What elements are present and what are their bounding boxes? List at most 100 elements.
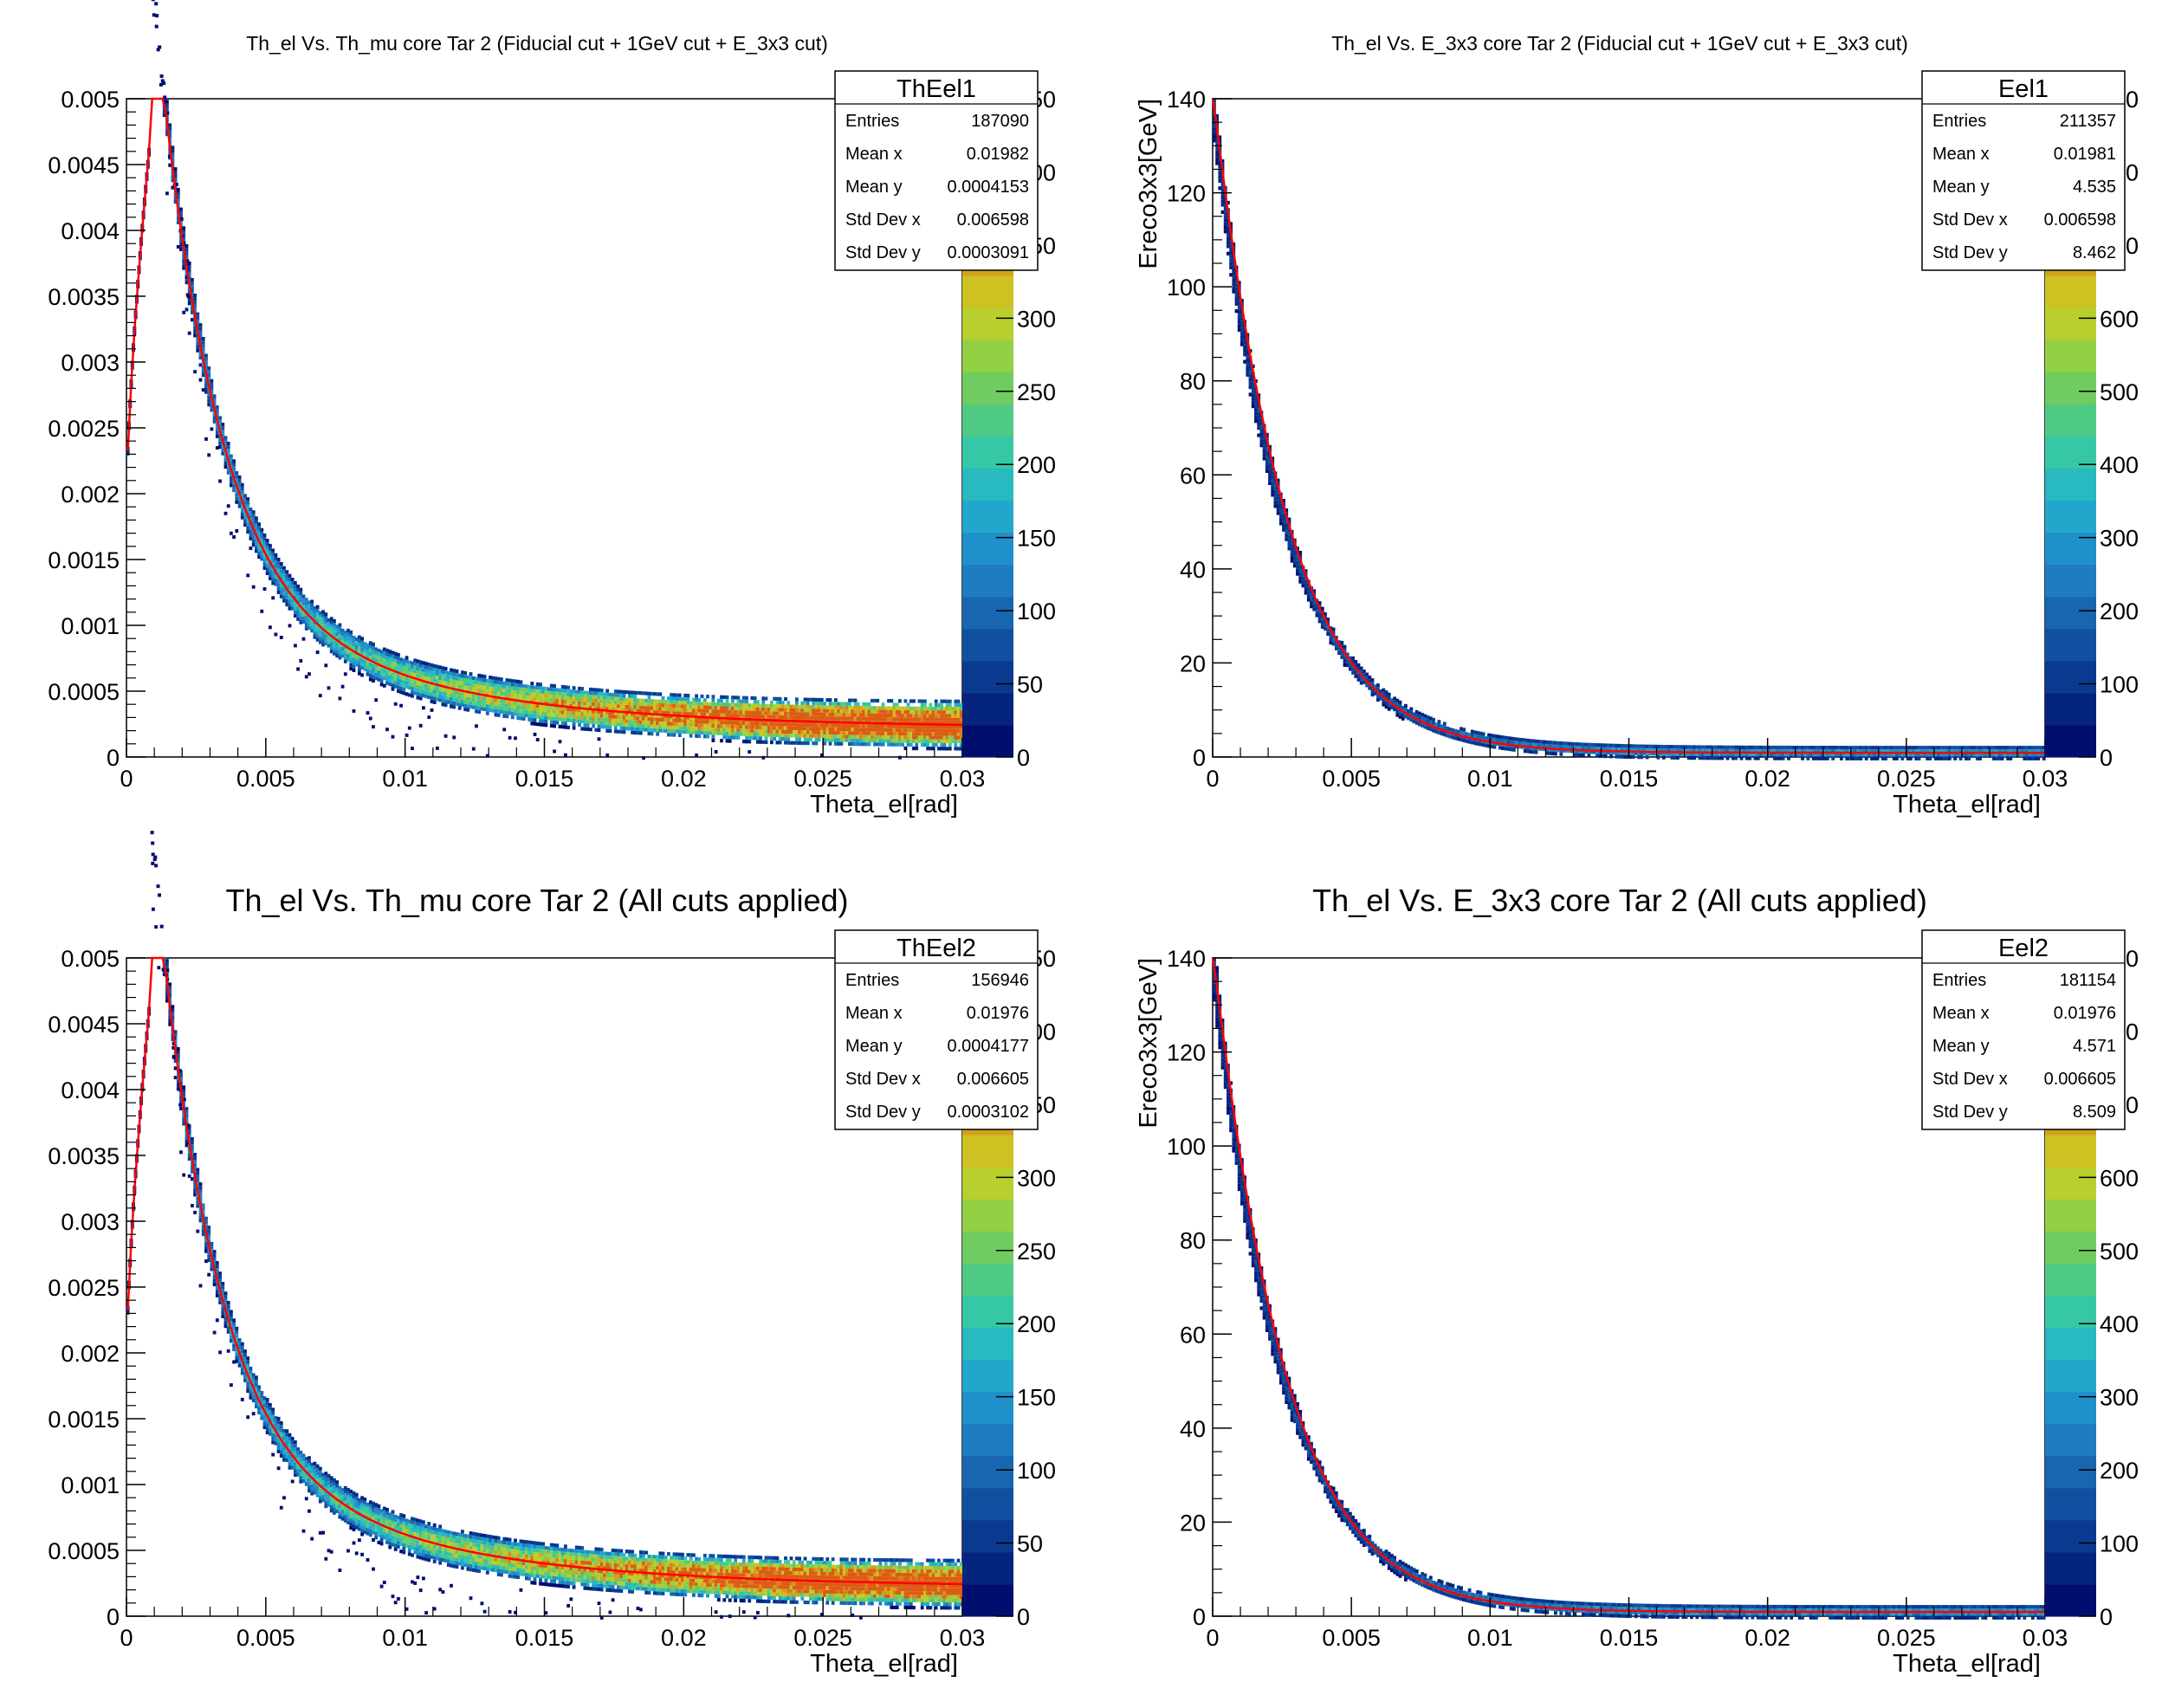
axes: 0 0.005 0.01 0.015 0.02 0.025 0.03 0 20 40 60 80 100… <box>1167 946 2068 1651</box>
z-tick-label: 400 <box>2100 452 2139 478</box>
stats-value: 0.0003102 <box>947 1103 1029 1122</box>
x-tick-label: 0 <box>1206 766 1219 792</box>
stats-name: Eel2 <box>1998 935 2049 962</box>
z-tick-label: 200 <box>2100 598 2139 624</box>
x-axis-title: Theta_el[rad] <box>1893 791 2041 818</box>
y-tick-label: 20 <box>1180 1510 1206 1536</box>
y-tick-label: 120 <box>1167 181 1206 207</box>
y-tick-label: 40 <box>1180 557 1206 583</box>
stats-value: 0.0004153 <box>947 178 1029 197</box>
z-tick-label: 300 <box>1017 306 1056 332</box>
panel-2: Th_el Vs. E_3x3 core Tar 2 (Fiducial cut… <box>1135 32 2139 818</box>
stats-label: Mean x <box>845 1004 903 1023</box>
heatmap-cells <box>126 831 963 1620</box>
stats-label: Std Dev x <box>1932 210 2008 230</box>
x-tick-label: 0.01 <box>1467 1625 1513 1651</box>
y-tick-label: 0.0005 <box>48 1538 120 1564</box>
axes: 0 0.005 0.01 0.015 0.02 0.025 0.03 0 0.0005 0.001… <box>48 87 985 792</box>
z-tick-label: 150 <box>1017 1385 1056 1411</box>
y-tick-label: 0.003 <box>61 350 120 376</box>
x-tick-label: 0.005 <box>236 1625 295 1651</box>
stats-label: Mean x <box>845 145 903 164</box>
x-tick-label: 0.01 <box>1467 766 1513 792</box>
z-tick-label: 200 <box>1017 1311 1056 1337</box>
z-tick-label: 600 <box>2100 1165 2139 1191</box>
x-tick-label: 0.01 <box>382 1625 428 1651</box>
z-tick-label: 200 <box>1017 452 1056 478</box>
z-tick-label: 500 <box>2100 379 2139 405</box>
panel-4: Th_el Vs. E_3x3 core Tar 2 (All cuts app… <box>1135 883 2139 1678</box>
y-tick-label: 0.001 <box>61 1472 120 1498</box>
y-tick-label: 0.001 <box>61 613 120 639</box>
stats-label: Mean y <box>1932 1037 1990 1056</box>
z-tick-label: 100 <box>1017 598 1056 624</box>
z-tick-label: 100 <box>1017 1458 1056 1484</box>
stats-label: Std Dev y <box>1932 1103 2008 1122</box>
y-tick-label: 0.0045 <box>48 152 120 178</box>
z-tick-label: 200 <box>2100 1458 2139 1484</box>
z-tick-label: 0 <box>1017 745 1030 771</box>
x-tick-label: 0.015 <box>1600 1625 1659 1651</box>
x-tick-label: 0.02 <box>1744 1625 1790 1651</box>
z-tick-label: 100 <box>2100 672 2139 698</box>
y-tick-label: 0.0035 <box>48 1143 120 1169</box>
y-tick-label: 0 <box>107 745 120 771</box>
x-tick-label: 0.025 <box>1877 766 1936 792</box>
stats-value: 181154 <box>2060 971 2116 990</box>
stats-label: Entries <box>845 971 899 990</box>
axes: 0 0.005 0.01 0.015 0.02 0.025 0.03 0 0.0005 0.001… <box>48 946 985 1651</box>
y-tick-label: 0.003 <box>61 1209 120 1235</box>
y-tick-label: 0.0025 <box>48 1275 120 1301</box>
heatmap-cells <box>1213 99 2046 760</box>
z-tick-label: 600 <box>2100 306 2139 332</box>
y-tick-label: 0.0005 <box>48 679 120 705</box>
stats-value: 0.01981 <box>2054 145 2116 164</box>
y-tick-label: 0.004 <box>61 1077 120 1103</box>
heatmap-cells <box>1213 958 2046 1620</box>
stats-value: 8.509 <box>2073 1103 2116 1122</box>
x-tick-label: 0.005 <box>1322 766 1381 792</box>
y-tick-label: 0.0015 <box>48 1407 120 1433</box>
x-tick-label: 0.005 <box>236 766 295 792</box>
stats-label: Entries <box>845 112 899 131</box>
x-tick-label: 0.015 <box>1600 766 1659 792</box>
stats-value: 0.01976 <box>967 1004 1029 1023</box>
x-tick-label: 0.015 <box>515 766 574 792</box>
x-tick-label: 0 <box>120 1625 133 1651</box>
z-tick-label: 500 <box>2100 1239 2139 1265</box>
z-tick-label: 0 <box>2100 1604 2113 1630</box>
stats-label: Entries <box>1932 971 1986 990</box>
panel-title: Th_el Vs. E_3x3 core Tar 2 (Fiducial cut… <box>1331 32 1908 55</box>
y-tick-label: 140 <box>1167 87 1206 113</box>
stats-label: Std Dev x <box>845 210 921 230</box>
stats-label: Std Dev y <box>845 1103 921 1122</box>
x-tick-label: 0.03 <box>940 1625 986 1651</box>
x-axis-title: Theta_el[rad] <box>1893 1650 2041 1678</box>
y-tick-label: 0 <box>1193 1604 1206 1630</box>
y-tick-label: 40 <box>1180 1416 1206 1442</box>
stats-box: ThEel2 Entries 156946 Mean x 0.01976 Mean y 0.… <box>834 929 1039 1130</box>
x-tick-label: 0 <box>1206 1625 1219 1651</box>
x-tick-label: 0.025 <box>793 766 852 792</box>
stats-label: Mean x <box>1932 145 1990 164</box>
z-tick-label: 50 <box>1017 1531 1043 1557</box>
y-tick-label: 120 <box>1167 1040 1206 1066</box>
x-axis-title: Theta_el[rad] <box>810 791 958 818</box>
y-tick-label: 100 <box>1167 1134 1206 1160</box>
y-tick-label: 0 <box>1193 745 1206 771</box>
stats-label: Std Dev y <box>1932 243 2008 262</box>
x-tick-label: 0.005 <box>1322 1625 1381 1651</box>
y-tick-label: 0 <box>107 1604 120 1630</box>
z-tick-label: 0 <box>2100 745 2113 771</box>
stats-box: Eel1 Entries 211357 Mean x 0.01981 Mean y 4.53… <box>1921 70 2126 271</box>
x-tick-label: 0.03 <box>2023 1625 2068 1651</box>
stats-value: 0.01976 <box>2054 1004 2116 1023</box>
stats-label: Mean x <box>1932 1004 1990 1023</box>
stats-name: ThEel1 <box>897 75 976 103</box>
stats-name: Eel1 <box>1998 75 2049 103</box>
x-tick-label: 0.02 <box>661 1625 707 1651</box>
stats-value: 0.01982 <box>967 145 1029 164</box>
z-tick-label: 100 <box>2100 1531 2139 1557</box>
z-tick-label: 300 <box>1017 1165 1056 1191</box>
